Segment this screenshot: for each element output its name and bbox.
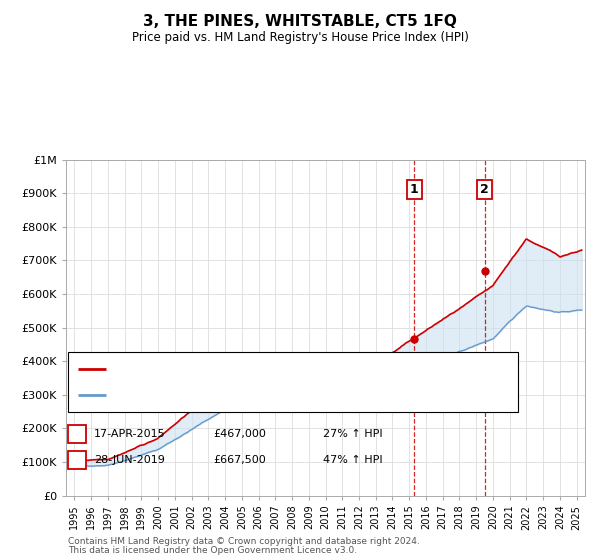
FancyBboxPatch shape bbox=[68, 352, 518, 412]
Text: 17-APR-2015: 17-APR-2015 bbox=[94, 429, 166, 439]
Text: 3, THE PINES, WHITSTABLE, CT5 1FQ: 3, THE PINES, WHITSTABLE, CT5 1FQ bbox=[143, 14, 457, 29]
Text: 28-JUN-2019: 28-JUN-2019 bbox=[94, 455, 165, 465]
Text: HPI: Average price, detached house, Canterbury: HPI: Average price, detached house, Cant… bbox=[112, 390, 364, 400]
Text: £667,500: £667,500 bbox=[213, 455, 266, 465]
Text: 1: 1 bbox=[410, 183, 419, 197]
Text: 2: 2 bbox=[73, 454, 81, 466]
Text: This data is licensed under the Open Government Licence v3.0.: This data is licensed under the Open Gov… bbox=[68, 546, 357, 555]
Text: 3, THE PINES, WHITSTABLE, CT5 1FQ (detached house): 3, THE PINES, WHITSTABLE, CT5 1FQ (detac… bbox=[112, 364, 397, 374]
FancyBboxPatch shape bbox=[68, 451, 86, 469]
Text: 47% ↑ HPI: 47% ↑ HPI bbox=[323, 455, 383, 465]
Text: 1: 1 bbox=[73, 427, 81, 441]
FancyBboxPatch shape bbox=[68, 425, 86, 443]
Text: Price paid vs. HM Land Registry's House Price Index (HPI): Price paid vs. HM Land Registry's House … bbox=[131, 31, 469, 44]
Text: Contains HM Land Registry data © Crown copyright and database right 2024.: Contains HM Land Registry data © Crown c… bbox=[68, 537, 420, 546]
Text: 2: 2 bbox=[480, 183, 489, 197]
Text: 27% ↑ HPI: 27% ↑ HPI bbox=[323, 429, 383, 439]
Text: £467,000: £467,000 bbox=[213, 429, 266, 439]
